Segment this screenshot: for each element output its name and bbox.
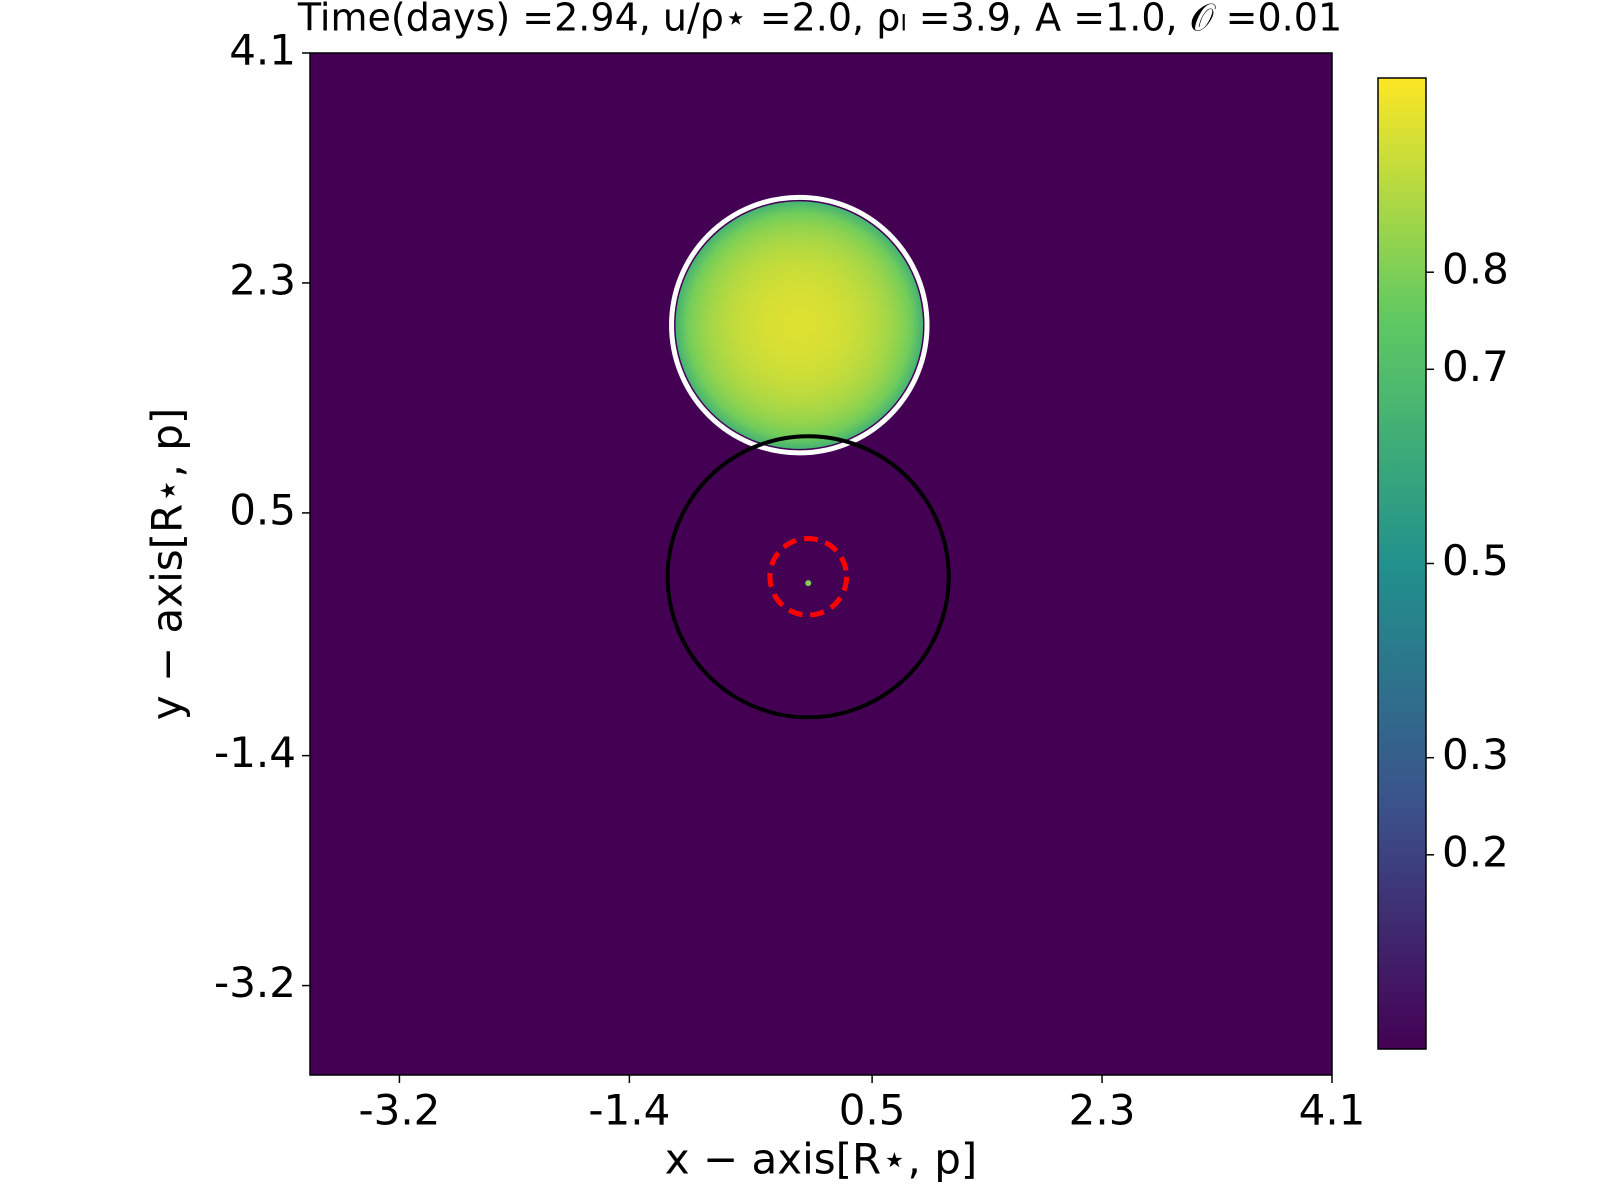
colorbar-tick-label: 0.8 <box>1442 245 1509 294</box>
y-axis-label: y − axis[R⋆, p] <box>143 408 192 721</box>
x-tick-label: 0.5 <box>839 1086 906 1135</box>
y-tick-label: -3.2 <box>214 958 296 1007</box>
y-tick-label: 4.1 <box>229 26 296 75</box>
colorbar-tick-label: 0.7 <box>1442 342 1509 391</box>
star-outline <box>669 194 930 456</box>
lens-ring <box>665 434 951 720</box>
x-tick-label: -3.2 <box>358 1086 440 1135</box>
star-disk <box>675 201 924 449</box>
colorbar-tick-label: 0.2 <box>1442 827 1509 876</box>
x-tick-label: 4.1 <box>1299 1086 1366 1135</box>
colorbar <box>1377 77 1427 1050</box>
x-tick-label: 2.3 <box>1069 1086 1136 1135</box>
colorbar-tick-label: 0.3 <box>1442 730 1509 779</box>
colorbar-tick-label: 0.5 <box>1442 536 1509 585</box>
y-tick-label: -1.4 <box>214 728 296 777</box>
x-tick-label: -1.4 <box>588 1086 670 1135</box>
x-axis-label: x − axis[R⋆, p] <box>665 1135 978 1184</box>
y-tick-label: 0.5 <box>229 485 296 534</box>
plot-area <box>665 194 951 720</box>
y-tick-label: 2.3 <box>229 255 296 304</box>
axes-frame <box>309 52 1333 1076</box>
image-point <box>805 580 812 587</box>
source-ring <box>767 535 850 618</box>
chart-title: Time(days) =2.94, u/ρ⋆ =2.0, ρₗ =3.9, A … <box>297 0 1342 40</box>
